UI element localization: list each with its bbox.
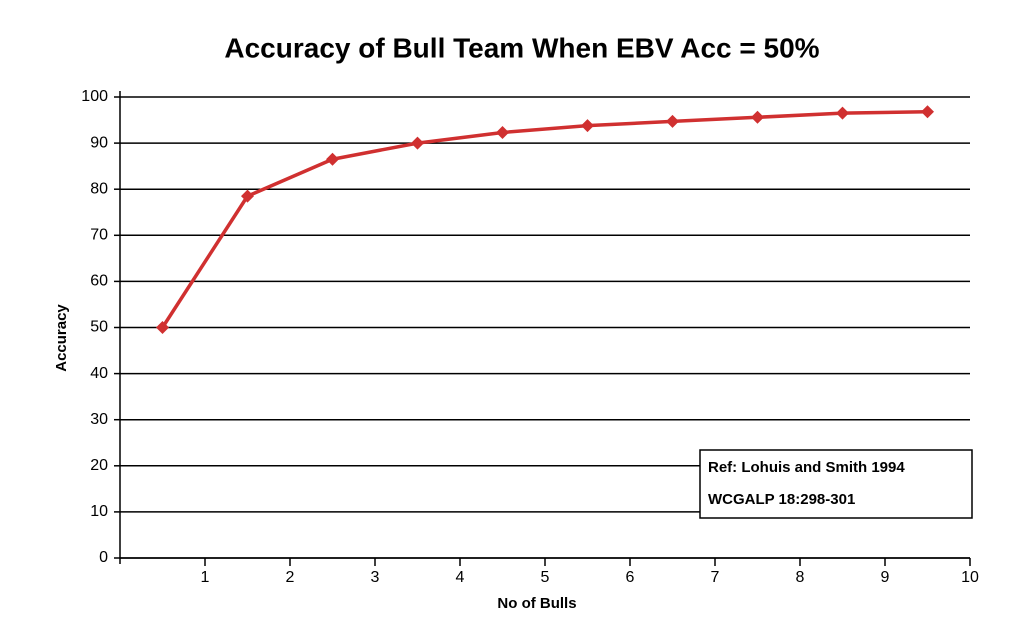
data-marker bbox=[581, 119, 594, 133]
x-tick-label: 9 bbox=[881, 569, 890, 586]
x-tick-label: 3 bbox=[371, 569, 380, 586]
y-tick-label: 30 bbox=[90, 411, 108, 428]
x-tick-label: 10 bbox=[961, 569, 979, 586]
y-axis-label: Accuracy bbox=[53, 304, 70, 372]
data-marker bbox=[496, 125, 509, 139]
x-axis-label: No of Bulls bbox=[497, 595, 576, 612]
annotation-box bbox=[699, 449, 973, 519]
data-marker bbox=[921, 105, 934, 119]
data-marker bbox=[156, 321, 169, 334]
x-tick-label: 6 bbox=[626, 569, 635, 586]
chart-title: Accuracy of Bull Team When EBV Acc = 50% bbox=[224, 32, 819, 63]
y-tick-label: 50 bbox=[90, 319, 108, 336]
annotation-text: WCGALP 18:298-301 bbox=[708, 491, 855, 508]
data-marker bbox=[836, 106, 849, 120]
x-tick-label: 8 bbox=[796, 569, 805, 586]
y-tick-label: 90 bbox=[90, 134, 108, 151]
annotation-text: Ref: Lohuis and Smith 1994 bbox=[708, 459, 905, 476]
y-tick-label: 80 bbox=[90, 180, 108, 197]
data-marker bbox=[751, 110, 764, 124]
data-marker bbox=[666, 114, 679, 128]
x-tick-label: 4 bbox=[456, 569, 465, 586]
x-tick-label: 1 bbox=[201, 569, 210, 586]
y-tick-label: 100 bbox=[81, 88, 108, 105]
y-tick-label: 0 bbox=[99, 549, 108, 566]
data-marker bbox=[326, 152, 339, 166]
data-marker bbox=[411, 136, 424, 150]
y-tick-label: 20 bbox=[90, 457, 108, 474]
y-tick-label: 40 bbox=[90, 365, 108, 382]
y-tick-label: 70 bbox=[90, 227, 108, 244]
data-line bbox=[161, 110, 928, 329]
y-tick-label: 60 bbox=[90, 273, 108, 290]
x-tick-label: 2 bbox=[286, 569, 295, 586]
x-tick-label: 7 bbox=[711, 569, 720, 586]
x-tick-label: 5 bbox=[541, 569, 550, 586]
y-tick-label: 10 bbox=[90, 503, 108, 520]
data-marker bbox=[241, 189, 254, 203]
